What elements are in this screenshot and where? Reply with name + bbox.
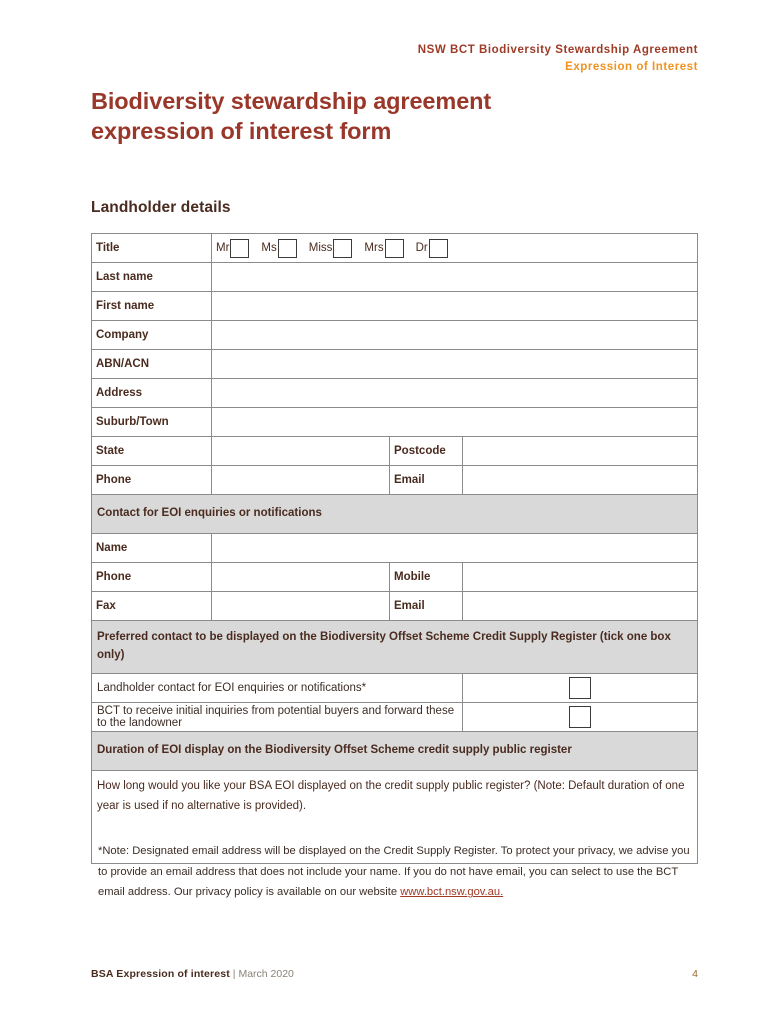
header-line-agreement: NSW BCT Biodiversity Stewardship Agreeme… [417, 44, 698, 56]
table-band-duration: Duration of EOI display on the Biodivers… [91, 731, 698, 771]
page-footer: BSA Expression of interest | March 2020 … [91, 968, 698, 980]
field-contact-mobile[interactable] [462, 562, 698, 592]
table-row-preferred-option-1: Landholder contact for EOI enquiries or … [91, 673, 698, 703]
row-label-suburb-town: Suburb/Town [91, 407, 212, 437]
salutation-label-miss: Miss [308, 242, 333, 254]
table-row-first-name: First name [91, 291, 698, 321]
checkbox-preferred-bct-contact[interactable] [569, 706, 591, 728]
row-label-address: Address [91, 378, 212, 408]
row-label-contact-name: Name [91, 533, 212, 563]
bct-website-link[interactable]: www.bct.nsw.gov.au. [400, 886, 504, 899]
preferred-option-1-label: Landholder contact for EOI enquiries or … [91, 673, 463, 703]
salutation-label-mr: Mr [216, 242, 230, 254]
row-label-contact-phone: Phone [91, 562, 212, 592]
row-label-phone: Phone [91, 465, 212, 495]
footer-page-number: 4 [692, 968, 698, 980]
section-heading-landholder-details: Landholder details [91, 199, 231, 216]
salutation-label-mrs: Mrs [364, 242, 384, 254]
field-suburb-town[interactable] [211, 407, 698, 437]
header-line-eoi: Expression of Interest [565, 61, 698, 74]
salutation-option-miss[interactable]: Miss [308, 238, 353, 258]
landholder-details-form-table: Title Mr Ms Miss [91, 233, 698, 864]
privacy-footnote-text: *Note: Designated email address will be … [98, 845, 690, 899]
band-label-contact-for-eoi: Contact for EOI enquiries or notificatio… [91, 494, 698, 534]
footer-left: BSA Expression of interest | March 2020 [91, 968, 294, 980]
duration-question-field[interactable]: How long would you like your BSA EOI dis… [91, 770, 698, 864]
page-title-line-2: expression of interest form [91, 118, 392, 145]
field-company[interactable] [211, 320, 698, 350]
field-address[interactable] [211, 378, 698, 408]
document-running-header: NSW BCT Biodiversity Stewardship Agreeme… [418, 43, 698, 75]
privacy-footnote: *Note: Designated email address will be … [98, 841, 698, 903]
salutation-option-dr[interactable]: Dr [415, 238, 448, 258]
band-label-duration: Duration of EOI display on the Biodivers… [91, 731, 698, 771]
table-row-state-postcode: State Postcode [91, 436, 698, 466]
table-row-suburb-town: Suburb/Town [91, 407, 698, 437]
field-contact-phone[interactable] [211, 562, 390, 592]
row-label-title: Title [91, 233, 212, 263]
table-row-duration-question: How long would you like your BSA EOI dis… [91, 770, 698, 864]
preferred-option-2-label: BCT to receive initial inquiries from po… [91, 702, 463, 732]
salutation-options: Mr Ms Miss [216, 238, 697, 258]
footer-document-title: BSA Expression of interest [91, 968, 230, 980]
row-label-contact-mobile: Mobile [389, 562, 463, 592]
row-label-company: Company [91, 320, 212, 350]
salutation-label-ms: Ms [261, 242, 277, 254]
checkbox-preferred-landholder-contact[interactable] [569, 677, 591, 699]
row-label-state: State [91, 436, 212, 466]
salutation-option-mr[interactable]: Mr [216, 238, 250, 258]
salutation-option-ms[interactable]: Ms [261, 238, 297, 258]
table-row-contact-fax-email: Fax Email [91, 591, 698, 621]
table-row-contact-phone-mobile: Phone Mobile [91, 562, 698, 592]
field-contact-name[interactable] [211, 533, 698, 563]
checkbox-mr[interactable] [230, 238, 250, 258]
table-band-contact-for-eoi: Contact for EOI enquiries or notificatio… [91, 494, 698, 534]
page-title: Biodiversity stewardship agreement expre… [91, 86, 651, 146]
field-abn-acn[interactable] [211, 349, 698, 379]
field-contact-email[interactable] [462, 591, 698, 621]
checkbox-miss[interactable] [333, 238, 353, 258]
row-label-email: Email [389, 465, 463, 495]
row-label-postcode: Postcode [389, 436, 463, 466]
band-label-preferred-contact: Preferred contact to be displayed on the… [91, 620, 698, 674]
field-first-name[interactable] [211, 291, 698, 321]
checkbox-mrs[interactable] [384, 238, 404, 258]
table-row-address: Address [91, 378, 698, 408]
page-title-line-1: Biodiversity stewardship agreement [91, 88, 492, 114]
table-row-phone-email: Phone Email [91, 465, 698, 495]
field-last-name[interactable] [211, 262, 698, 292]
row-label-first-name: First name [91, 291, 212, 321]
field-postcode[interactable] [462, 436, 698, 466]
preferred-option-2-checkbox-cell[interactable] [462, 702, 698, 732]
salutation-option-mrs[interactable]: Mrs [364, 238, 404, 258]
table-row-contact-name: Name [91, 533, 698, 563]
table-row-abn-acn: ABN/ACN [91, 349, 698, 379]
checkbox-ms[interactable] [277, 238, 297, 258]
row-label-last-name: Last name [91, 262, 212, 292]
table-row-title: Title Mr Ms Miss [91, 233, 698, 263]
table-row-company: Company [91, 320, 698, 350]
checkbox-dr[interactable] [428, 238, 448, 258]
field-contact-fax[interactable] [211, 591, 390, 621]
salutation-label-dr: Dr [415, 242, 428, 254]
title-options-cell: Mr Ms Miss [211, 233, 698, 263]
field-phone[interactable] [211, 465, 390, 495]
table-row-last-name: Last name [91, 262, 698, 292]
field-email[interactable] [462, 465, 698, 495]
footer-date: | March 2020 [229, 968, 294, 980]
table-row-preferred-option-2: BCT to receive initial inquiries from po… [91, 702, 698, 732]
row-label-abn-acn: ABN/ACN [91, 349, 212, 379]
row-label-contact-email: Email [389, 591, 463, 621]
row-label-contact-fax: Fax [91, 591, 212, 621]
table-band-preferred-contact: Preferred contact to be displayed on the… [91, 620, 698, 674]
preferred-option-1-checkbox-cell[interactable] [462, 673, 698, 703]
field-state[interactable] [211, 436, 390, 466]
